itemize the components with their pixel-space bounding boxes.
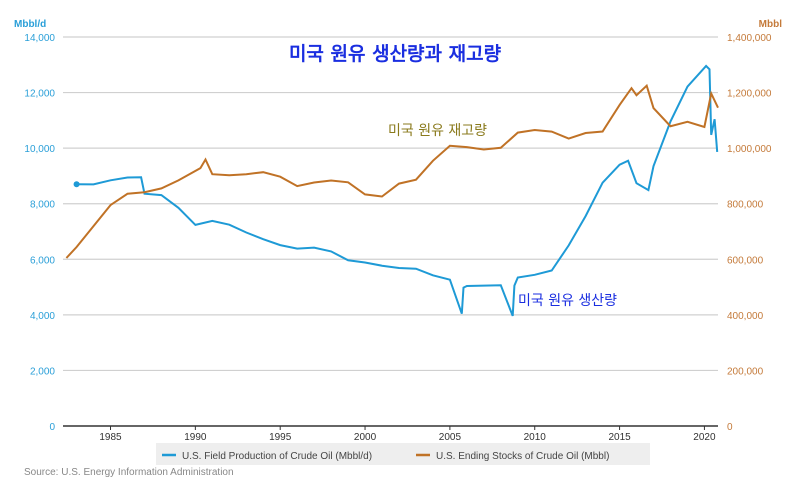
legend-label-production: U.S. Field Production of Crude Oil (Mbbl…	[182, 451, 372, 462]
x-tick-label: 1995	[269, 432, 292, 443]
source-note: Source: U.S. Energy Information Administ…	[24, 467, 234, 478]
annotation-production: 미국 원유 생산량	[518, 293, 617, 309]
x-tick-label: 2015	[608, 432, 631, 443]
left-tick-label: 10,000	[24, 144, 55, 155]
left-axis-label: Mbbl/d	[14, 19, 46, 30]
right-tick-label: 600,000	[727, 255, 764, 266]
series-line-production	[76, 64, 719, 317]
left-tick-label: 14,000	[24, 33, 55, 44]
x-tick-label: 2020	[693, 432, 716, 443]
legend-background	[156, 443, 650, 465]
left-tick-label: 0	[49, 422, 55, 433]
left-tick-label: 2,000	[30, 366, 55, 377]
data-point-marker	[73, 181, 80, 188]
right-tick-label: 800,000	[727, 200, 764, 211]
legend-label-stocks: U.S. Ending Stocks of Crude Oil (Mbbl)	[436, 451, 609, 462]
x-tick-label: 2000	[354, 432, 377, 443]
x-tick-label: 2005	[439, 432, 462, 443]
right-tick-label: 1,000,000	[727, 144, 772, 155]
annotation-stocks: 미국 원유 재고량	[388, 123, 487, 139]
right-tick-label: 1,400,000	[727, 33, 772, 44]
x-tick-label: 2010	[524, 432, 547, 443]
right-tick-label: 400,000	[727, 311, 764, 322]
legend: U.S. Field Production of Crude Oil (Mbbl…	[156, 443, 650, 465]
chart: 02,0004,0006,0008,00010,00012,00014,000 …	[14, 19, 783, 465]
right-tick-label: 200,000	[727, 366, 764, 377]
chart-title: 미국 원유 생산량과 재고량	[289, 43, 502, 65]
left-tick-label: 8,000	[30, 200, 55, 211]
right-tick-label: 1,200,000	[727, 89, 772, 100]
left-tick-label: 6,000	[30, 255, 55, 266]
left-tick-label: 12,000	[24, 89, 55, 100]
right-tick-label: 0	[727, 422, 733, 433]
left-tick-label: 4,000	[30, 311, 55, 322]
right-axis-label: Mbbl	[759, 19, 783, 30]
x-tick-label: 1985	[99, 432, 122, 443]
series-line-stocks	[65, 83, 719, 259]
x-tick-label: 1990	[184, 432, 207, 443]
